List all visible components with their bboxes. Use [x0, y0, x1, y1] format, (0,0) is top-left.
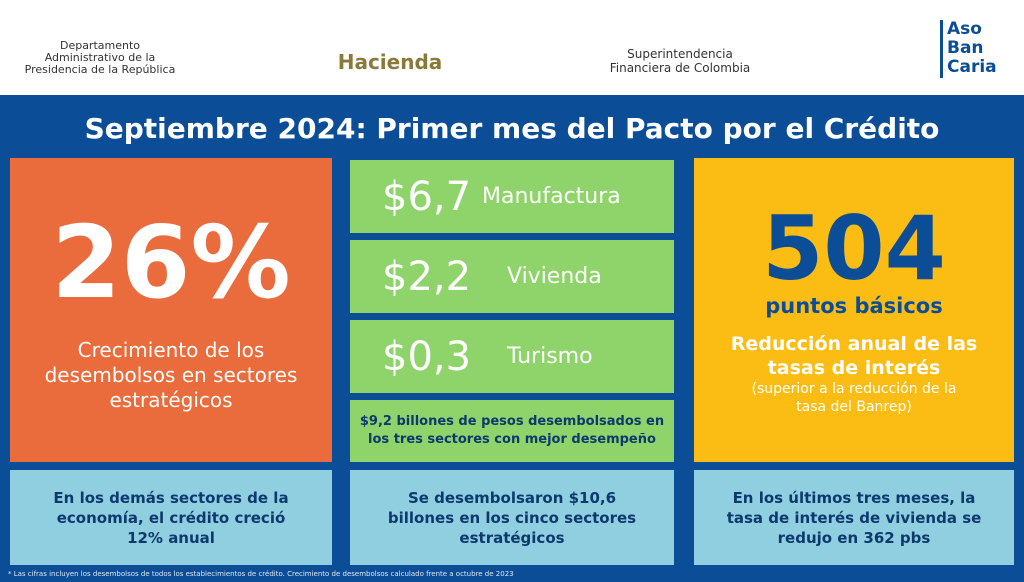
- note-line: 12% anual: [127, 528, 215, 547]
- sector: Turismo: [507, 344, 593, 369]
- sector-box: $6,7 Manufactura: [350, 160, 674, 233]
- logo-asobancaria: Aso Ban Caria: [940, 19, 997, 78]
- heading-line: tasas de interés: [767, 357, 941, 379]
- caption-line: desembolsos en sectores: [44, 362, 298, 387]
- amount: $0,3: [382, 333, 472, 380]
- detail: (superior a la reducción de la tasa del …: [752, 380, 957, 416]
- sector-box: $0,3 Turismo: [350, 320, 674, 393]
- logo-text: Presidencia de la República: [24, 63, 176, 76]
- note-line: En los demás sectores de la: [53, 488, 289, 507]
- heading: Reducción anual de las tasas de interés: [731, 332, 977, 380]
- left-panel: 26% Crecimiento de los desembolsos en se…: [10, 158, 332, 462]
- logo-text: Ban: [947, 38, 984, 58]
- logo-text: Aso: [947, 19, 982, 39]
- note-line: estratégicos: [459, 528, 565, 547]
- summary-line: $9,2 billones de pesos desembolsados en: [359, 414, 665, 429]
- right-panel: 504 puntos básicos Reducción anual de la…: [694, 158, 1014, 462]
- logo-text: Superintendencia: [627, 47, 733, 61]
- caption-line: estratégicos: [109, 387, 233, 412]
- unit: puntos básicos: [765, 294, 943, 318]
- summary-line: los tres sectores con mejor desempeño: [368, 432, 656, 447]
- middle-summary: $9,2 billones de pesos desembolsados en …: [350, 400, 674, 462]
- logo-dapre: Departamento Administrativo de la Presid…: [10, 40, 190, 76]
- caption: Crecimiento de los desembolsos en sector…: [45, 338, 298, 413]
- note-line: Se desembolsaron $10,6: [407, 488, 617, 507]
- detail-line: tasa del Banrep): [796, 399, 912, 415]
- title: Septiembre 2024: Primer mes del Pacto po…: [84, 111, 940, 145]
- amount: $6,7: [382, 173, 472, 220]
- footnote: * Las cifras incluyen los desembolsos de…: [8, 570, 514, 578]
- note-line: redujo en 362 pbs: [777, 528, 931, 547]
- logo-text: Administrativo de la: [44, 51, 156, 64]
- note-line: tasa de interés de vivienda se: [726, 508, 982, 527]
- logo-text: Hacienda: [337, 50, 443, 74]
- heading-line: Reducción anual de las: [730, 333, 978, 355]
- big-number: 504: [762, 197, 946, 300]
- note-line: billones en los cinco sectores: [387, 508, 637, 527]
- right-note: En los últimos tres meses, la tasa de in…: [694, 470, 1014, 565]
- left-note: En los demás sectores de la economía, el…: [10, 470, 332, 565]
- detail-line: (superior a la reducción de la: [751, 381, 957, 397]
- note-line: economía, el crédito creció: [56, 508, 286, 527]
- logo-text: Caria: [947, 57, 997, 77]
- logo-text: Departamento: [59, 39, 141, 52]
- sector: Manufactura: [482, 184, 621, 209]
- middle-note: Se desembolsaron $10,6 billones en los c…: [350, 470, 674, 565]
- sector-box: $2,2 Vivienda: [350, 240, 674, 313]
- big-number: 26%: [51, 203, 291, 321]
- logo-text: Financiera de Colombia: [609, 61, 751, 75]
- logo-superfinanciera: Superintendencia Financiera de Colombia: [600, 47, 760, 75]
- note-line: En los últimos tres meses, la: [732, 488, 976, 507]
- sector: Vivienda: [507, 264, 602, 289]
- amount: $2,2: [382, 253, 472, 300]
- caption-line: Crecimiento de los: [77, 337, 265, 362]
- logo-hacienda: Hacienda: [330, 50, 450, 74]
